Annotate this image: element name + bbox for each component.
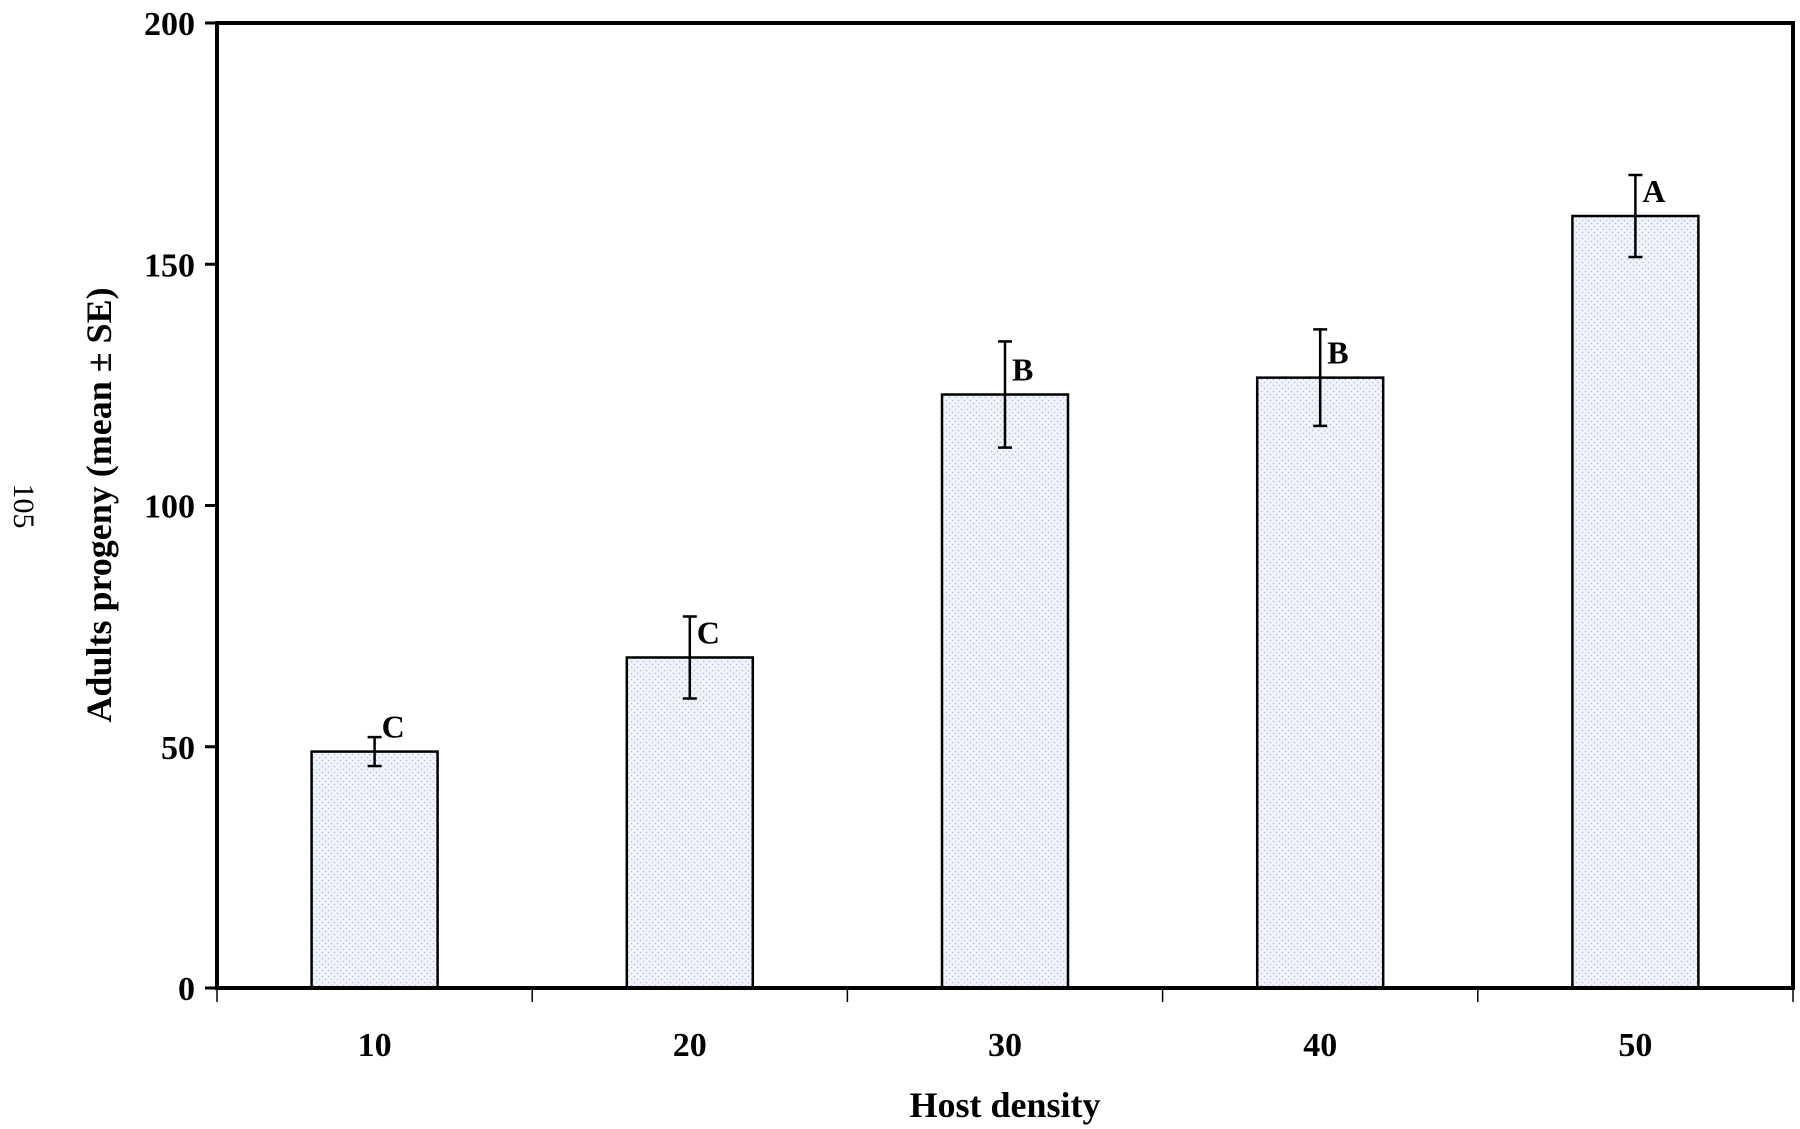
- significance-letter: C: [697, 614, 720, 650]
- y-tick-label: 0: [178, 971, 195, 1008]
- bar: [1255, 376, 1385, 990]
- x-tick-label: 40: [1303, 1027, 1337, 1064]
- y-tick-label: 200: [144, 6, 195, 43]
- y-tick-label: 100: [144, 489, 195, 526]
- bar: [1571, 214, 1700, 990]
- x-tick-label: 50: [1618, 1027, 1652, 1064]
- bar: [940, 393, 1070, 990]
- x-axis-title: Host density: [909, 1085, 1100, 1125]
- x-tick-label: 10: [358, 1027, 392, 1064]
- x-tick-label: 20: [673, 1027, 707, 1064]
- y-tick-label: 150: [144, 247, 195, 284]
- plot-frame: [215, 21, 1795, 990]
- significance-letter: B: [1012, 352, 1033, 388]
- significance-letter: B: [1327, 335, 1348, 371]
- chart-marks: 0 50 100 150 200 C 10 C 20 B 30 B 40 A 50: [144, 6, 1794, 1064]
- page-number: 105: [7, 484, 40, 529]
- significance-letter: A: [1642, 173, 1665, 209]
- y-axis-title: Adults progeny (mean ± SE): [79, 287, 119, 722]
- x-tick-label: 30: [988, 1027, 1022, 1064]
- bar: [625, 656, 755, 990]
- significance-letter: C: [382, 709, 405, 745]
- bar: [310, 750, 439, 990]
- y-tick-label: 50: [161, 730, 195, 767]
